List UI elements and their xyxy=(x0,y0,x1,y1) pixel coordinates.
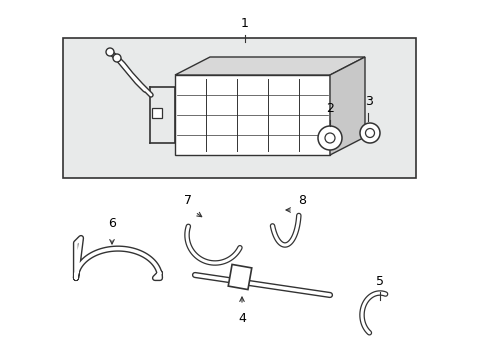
Circle shape xyxy=(106,48,114,56)
Text: 8: 8 xyxy=(297,194,305,207)
Text: 2: 2 xyxy=(325,102,333,115)
Circle shape xyxy=(113,54,121,62)
Text: 1: 1 xyxy=(241,17,248,30)
Circle shape xyxy=(325,133,334,143)
Polygon shape xyxy=(329,57,364,155)
Text: 3: 3 xyxy=(365,95,372,108)
Bar xyxy=(175,75,329,155)
Text: 4: 4 xyxy=(238,312,245,325)
Polygon shape xyxy=(175,57,364,75)
Text: 7: 7 xyxy=(183,194,192,207)
Bar xyxy=(152,108,162,118)
Circle shape xyxy=(365,129,374,138)
Text: 6: 6 xyxy=(108,217,116,230)
Circle shape xyxy=(317,126,341,150)
Bar xyxy=(228,265,251,289)
Bar xyxy=(63,38,415,178)
Text: 5: 5 xyxy=(375,275,383,288)
Circle shape xyxy=(359,123,379,143)
